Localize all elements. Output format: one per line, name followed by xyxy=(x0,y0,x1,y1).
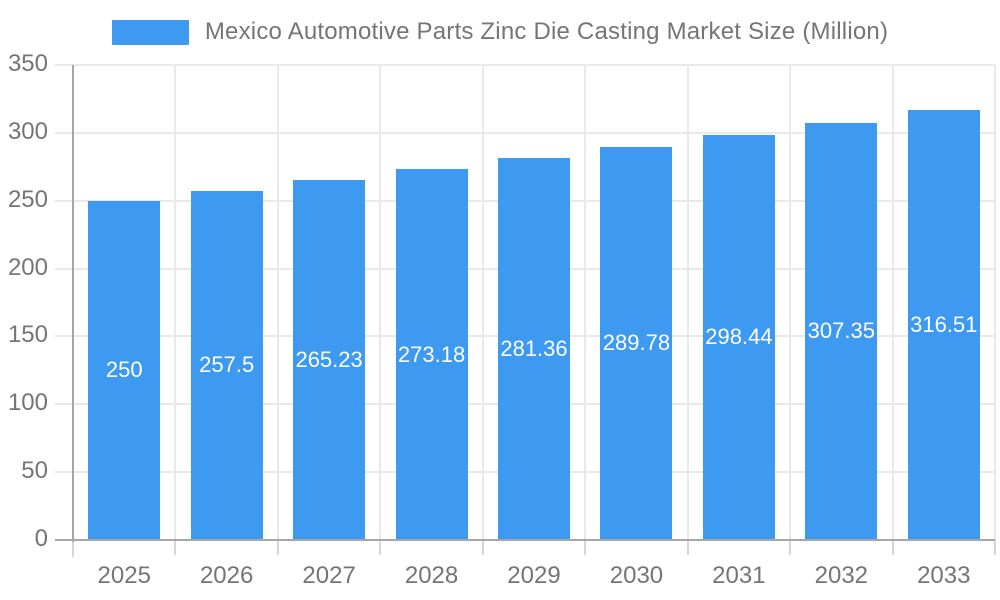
bar[interactable] xyxy=(805,122,878,540)
y-axis-label: 300 xyxy=(7,117,48,145)
bar[interactable] xyxy=(395,169,468,540)
x-axis-tick xyxy=(277,540,279,555)
y-axis-label: 200 xyxy=(7,253,48,281)
gridline-vertical xyxy=(892,65,894,540)
gridline-vertical xyxy=(994,65,996,540)
x-axis-tick xyxy=(994,540,996,555)
legend-label: Mexico Automotive Parts Zinc Die Casting… xyxy=(204,18,889,45)
y-axis-label: 350 xyxy=(7,49,48,77)
x-axis-label: 2030 xyxy=(609,562,664,589)
x-axis-tick xyxy=(72,540,74,557)
gridline-vertical xyxy=(277,65,279,540)
x-axis-tick xyxy=(482,540,484,555)
plot-area: 0 50 100 150 200 250 300 350 250 2025 257.5 2026 265… xyxy=(8,50,996,589)
gridline-vertical xyxy=(174,65,176,540)
x-axis-label: 2025 xyxy=(97,562,151,589)
y-axis-label: 100 xyxy=(7,389,48,417)
x-axis-tick xyxy=(687,540,689,555)
x-axis-tick xyxy=(892,540,894,555)
x-axis-line xyxy=(55,539,995,541)
bar-value-label: 257.5 xyxy=(199,352,255,378)
y-axis-tick xyxy=(55,403,73,406)
x-axis-label: 2031 xyxy=(712,562,766,589)
y-axis-tick xyxy=(55,471,73,474)
y-axis-tick xyxy=(55,131,73,134)
gridline-vertical xyxy=(379,65,381,540)
gridline-vertical xyxy=(789,65,791,540)
x-axis-label: 2027 xyxy=(302,562,356,589)
x-axis-label: 2032 xyxy=(814,562,869,589)
x-axis-tick xyxy=(379,540,381,555)
x-axis-label: 2028 xyxy=(404,562,459,589)
y-axis-tick xyxy=(55,64,73,66)
x-axis-label: 2029 xyxy=(507,562,561,589)
chart-legend[interactable]: Mexico Automotive Parts Zinc Die Casting… xyxy=(0,14,1000,50)
bar[interactable] xyxy=(702,134,775,540)
gridline-horizontal xyxy=(73,131,995,134)
y-axis-line xyxy=(72,65,74,542)
x-axis-tick xyxy=(174,540,176,555)
x-axis-label: 2026 xyxy=(199,562,254,589)
bar-value-label: 281.36 xyxy=(500,336,568,362)
bar-value-label: 265.23 xyxy=(295,347,363,373)
y-axis-label: 0 xyxy=(34,524,48,552)
bar-value-label: 298.44 xyxy=(705,324,773,350)
x-axis-tick xyxy=(584,540,586,555)
legend-swatch[interactable] xyxy=(111,19,189,45)
y-axis-tick xyxy=(55,335,73,338)
y-axis-label: 150 xyxy=(7,321,48,349)
y-axis-tick xyxy=(55,199,73,202)
gridline-vertical xyxy=(687,65,689,540)
x-axis-label: 2033 xyxy=(917,562,971,589)
y-axis-tick xyxy=(55,267,73,270)
gridline-vertical xyxy=(482,65,484,540)
x-axis-tick xyxy=(789,540,791,555)
bar-value-label: 316.51 xyxy=(910,312,978,338)
bar[interactable] xyxy=(190,190,263,540)
bar[interactable] xyxy=(907,110,980,540)
y-axis-label: 50 xyxy=(21,457,48,485)
bar-value-label: 250 xyxy=(105,357,143,383)
bar[interactable] xyxy=(600,146,673,540)
bar-value-label: 307.35 xyxy=(807,318,875,344)
bar-value-label: 273.18 xyxy=(397,341,466,367)
bar[interactable] xyxy=(293,180,366,540)
bar-value-label: 289.78 xyxy=(602,330,671,356)
y-axis-label: 250 xyxy=(7,185,48,213)
bar[interactable] xyxy=(88,200,161,540)
gridline-vertical xyxy=(584,65,586,540)
gridline-horizontal xyxy=(73,64,995,66)
bar[interactable] xyxy=(498,158,570,540)
